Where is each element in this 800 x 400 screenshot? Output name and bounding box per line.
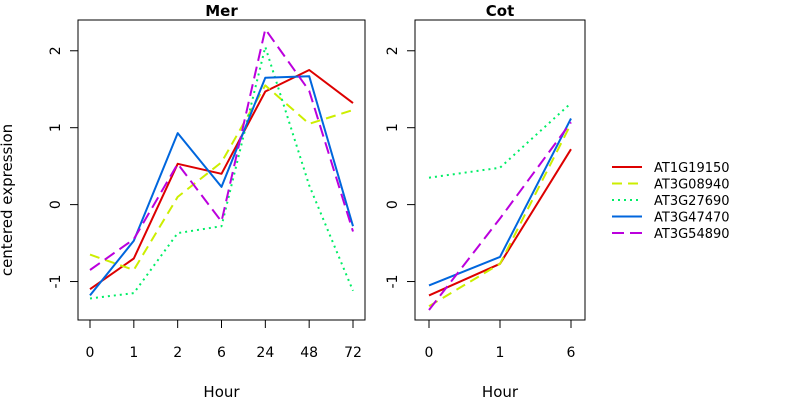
- y-tick-label: 2: [385, 46, 401, 55]
- panel-title: Mer: [205, 2, 238, 20]
- plot-frame: [77, 19, 366, 321]
- y-tick-label: 2: [48, 46, 64, 55]
- y-axis-label: centered expression: [0, 124, 16, 276]
- y-tick-label: 0: [48, 200, 64, 209]
- x-tick-label: 2: [173, 345, 182, 361]
- legend-label: AT3G08940: [654, 178, 730, 193]
- series-line-at3g47470: [428, 118, 572, 287]
- panel-title: Cot: [486, 2, 514, 20]
- series-line-at3g27690: [89, 45, 354, 300]
- x-tick-label: 48: [300, 345, 318, 361]
- legend-label: AT1G19150: [654, 161, 730, 176]
- x-tick-label: 6: [567, 345, 576, 361]
- series-line-at3g08940: [428, 123, 572, 308]
- y-tick-label: -1: [385, 275, 401, 289]
- legend-label: AT3G27690: [654, 194, 730, 209]
- y-tick-label: 1: [385, 123, 401, 132]
- x-tick-label: 72: [344, 345, 362, 361]
- x-tick-label: 1: [496, 345, 505, 361]
- legend-label: AT3G54890: [654, 227, 730, 242]
- x-tick-label: 6: [217, 345, 226, 361]
- series-line-at3g54890: [89, 28, 354, 271]
- series-line-at3g08940: [89, 84, 354, 271]
- x-tick-label: 0: [86, 345, 95, 361]
- y-tick-label: 0: [385, 200, 401, 209]
- y-tick-label: -1: [48, 275, 64, 289]
- series-line-at1g19150: [89, 69, 354, 291]
- x-tick-label: 24: [256, 345, 274, 361]
- legend-label: AT3G47470: [654, 211, 730, 226]
- plot-frame: [414, 19, 586, 321]
- x-axis-label: Hour: [482, 383, 519, 400]
- x-axis-label: Hour: [203, 383, 240, 400]
- x-tick-label: 0: [425, 345, 434, 361]
- series-line-at3g27690: [428, 102, 572, 179]
- y-tick-label: 1: [48, 123, 64, 132]
- series-line-at3g54890: [428, 121, 572, 311]
- series-line-at3g47470: [89, 75, 354, 297]
- x-tick-label: 1: [129, 345, 138, 361]
- series-line-at1g19150: [428, 148, 572, 297]
